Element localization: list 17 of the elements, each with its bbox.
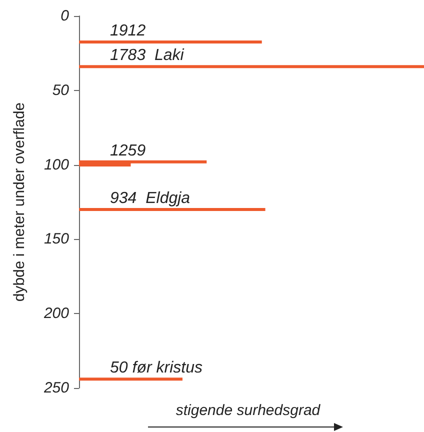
- y-tick-label: 150: [44, 230, 70, 248]
- x-axis-title: stigende surhedsgrad: [174, 402, 322, 419]
- bar: [79, 208, 266, 211]
- annotation: 1783 Laki: [110, 47, 184, 64]
- y-tick-label: 50: [52, 82, 70, 99]
- annotation: 1912: [110, 22, 146, 40]
- annotation: 934 Eldgja: [110, 190, 190, 207]
- y-tick-label: 0: [60, 8, 70, 24]
- y-tick-label: 100: [44, 156, 70, 174]
- bar: [79, 65, 424, 68]
- bar: [79, 40, 262, 44]
- bar: [79, 378, 182, 381]
- annotation: 50 før kristus: [110, 360, 202, 377]
- annotation: 1259: [110, 142, 146, 160]
- y-tick-label: 250: [42, 380, 70, 396]
- y-axis-title: dybde i meter under overflade: [11, 102, 28, 302]
- y-tick-label: 200: [42, 305, 70, 322]
